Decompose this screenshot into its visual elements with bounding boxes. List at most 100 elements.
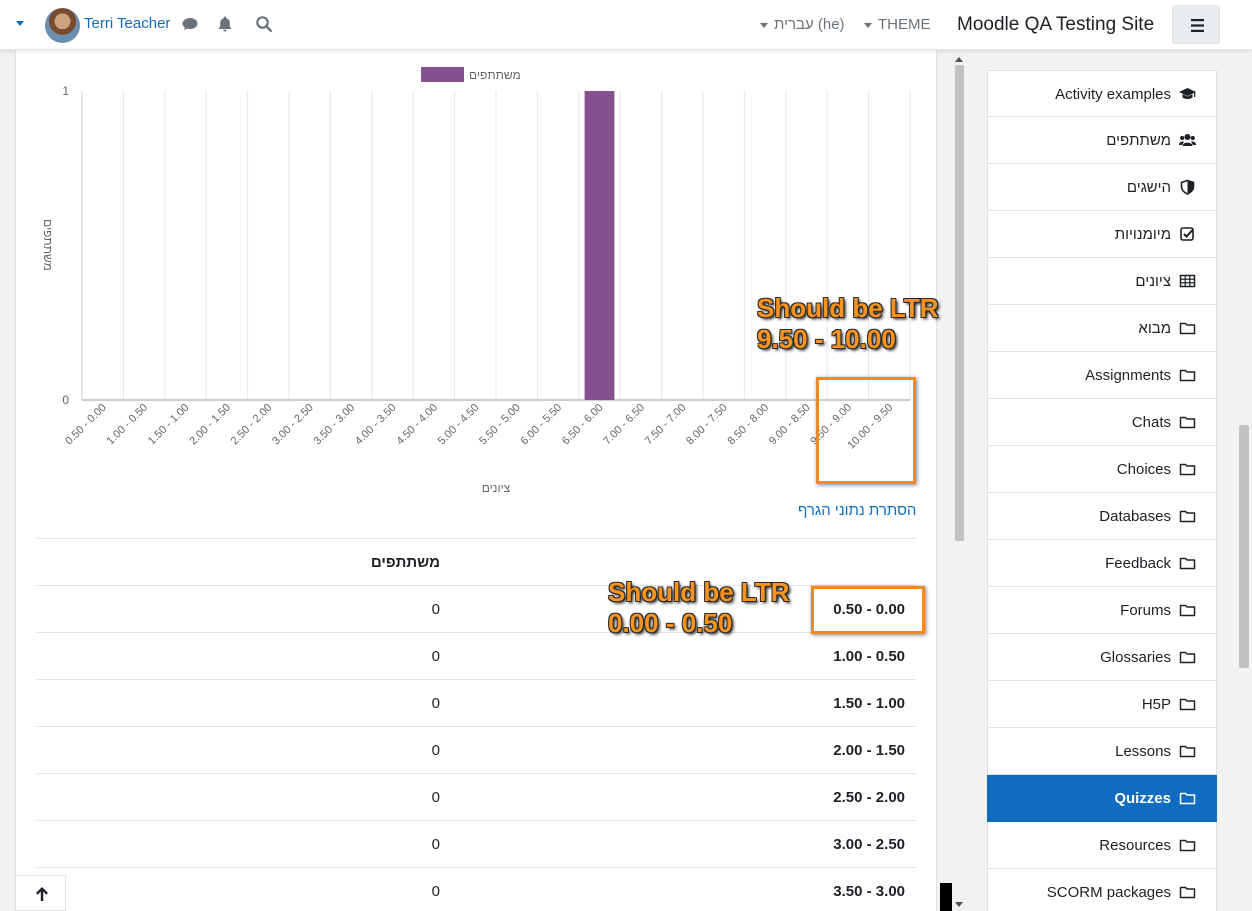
chat-icon[interactable] [180, 14, 200, 34]
participant-count-cell: 0 [431, 789, 440, 806]
folder-icon [1179, 604, 1196, 617]
folder-icon [1179, 463, 1196, 476]
course-index-item-label: ציונים [1135, 273, 1171, 290]
course-index-item-choices[interactable]: Choices [987, 446, 1217, 493]
avatar[interactable] [45, 8, 80, 43]
scroll-up-icon[interactable] [955, 57, 963, 62]
grade-range-cell: 1.50 - 1.00 [833, 695, 905, 712]
scrollbar-marker [940, 883, 952, 911]
course-index-item-databases[interactable]: Databases [987, 493, 1217, 540]
chart-bar[interactable] [584, 91, 615, 400]
scrollbar-thumb[interactable] [955, 65, 964, 541]
y-tick-label: 0 [62, 393, 69, 407]
grade-range-cell: 2.50 - 2.00 [833, 789, 905, 806]
x-tick-label: 6.50 - 6.00 [560, 402, 606, 448]
x-tick-label: 3.50 - 3.00 [312, 402, 358, 448]
course-index-item-assignments[interactable]: Assignments [987, 352, 1217, 399]
drawer-scrollbar-thumb[interactable] [1239, 425, 1249, 668]
table-row: 2.00 - 1.50 0 [37, 726, 916, 773]
annotation-box-chart [816, 377, 916, 484]
theme-dropdown[interactable]: THEME [864, 16, 931, 33]
grade-range-cell: 2.00 - 1.50 [833, 742, 905, 759]
course-index-item-activity-examples[interactable]: Activity examples [987, 70, 1217, 117]
x-tick-label: 7.50 - 7.00 [643, 402, 689, 448]
course-index-item-label: Quizzes [1114, 790, 1171, 807]
x-tick-label: 8.00 - 7.50 [684, 402, 730, 448]
folder-icon [1179, 369, 1196, 382]
course-index-item-glossaries[interactable]: Glossaries [987, 634, 1217, 681]
search-icon[interactable] [254, 14, 274, 34]
x-tick-label: 6.00 - 5.50 [519, 402, 565, 448]
course-index-item-label: Glossaries [1100, 649, 1171, 666]
grade-range-cell: 3.00 - 2.50 [833, 836, 905, 853]
x-axis-title: ציונים [482, 481, 511, 495]
course-index-item-מיומנויות[interactable]: מיומנויות [987, 211, 1217, 258]
toggle-chart-data-link[interactable]: הסתרת נתוני הגרף [798, 502, 917, 519]
folder-icon [1179, 792, 1196, 805]
x-tick-label: 0.50 - 0.00 [63, 402, 109, 448]
x-tick-label: 4.00 - 3.50 [353, 402, 399, 448]
course-index-item-label: Resources [1099, 837, 1171, 854]
legend-swatch[interactable] [421, 67, 464, 82]
course-index-item-label: Choices [1116, 461, 1171, 478]
course-index-item-quizzes[interactable]: Quizzes [987, 775, 1217, 822]
course-index-item-chats[interactable]: Chats [987, 399, 1217, 446]
main-content: 1 0 0.50 - 0.00 1.00 - 0.50 1.50 - 1.00 2.0… [15, 50, 937, 911]
arrow-up-icon [36, 887, 48, 901]
x-tick-label: 2.50 - 2.00 [229, 402, 275, 448]
chevron-down-icon [760, 22, 768, 28]
user-name[interactable]: Terri Teacher [84, 15, 171, 32]
user-menu-caret-icon[interactable] [14, 16, 26, 30]
participant-count-cell: 0 [431, 836, 440, 853]
course-index-item-label: Lessons [1115, 743, 1171, 760]
course-index-item-h5p[interactable]: H5P [987, 681, 1217, 728]
course-index-item-scorm-packages[interactable]: SCORM packages [987, 869, 1217, 911]
checkbox-icon [1180, 227, 1194, 241]
main-scrollbar[interactable] [952, 55, 966, 911]
column-header-participants: משתתפים [370, 554, 440, 571]
course-index-item-label: מיומנויות [1114, 226, 1171, 243]
participant-count-cell: 0 [431, 648, 440, 665]
folder-icon [1179, 557, 1196, 570]
course-index-item-forums[interactable]: Forums [987, 587, 1217, 634]
site-name[interactable]: Moodle QA Testing Site [957, 14, 1155, 35]
x-tick-label: 2.00 - 1.50 [187, 402, 233, 448]
course-index-item-הישגים[interactable]: הישגים [987, 164, 1217, 211]
x-tick-label: 5.00 - 4.50 [436, 402, 482, 448]
course-index-item-משתתפים[interactable]: משתתפים [987, 117, 1217, 164]
annotation-box-table [811, 586, 925, 634]
table-icon [1179, 274, 1196, 288]
x-tick-label: 1.50 - 1.00 [146, 402, 192, 448]
course-index-item-label: Databases [1099, 508, 1171, 525]
folder-icon [1179, 416, 1196, 429]
table-row: 3.50 - 3.00 0 [37, 867, 916, 911]
course-index-item-label: Forums [1120, 602, 1171, 619]
course-index-item-lessons[interactable]: Lessons [987, 728, 1217, 775]
language-dropdown[interactable]: עברית ‎(he)‎ [760, 16, 845, 33]
course-index-drawer: Activity examples משתתפים הישגים מיומנויות צ… [987, 70, 1217, 911]
course-index-item-label: Chats [1131, 414, 1171, 431]
bell-icon[interactable] [215, 14, 235, 34]
legend-label[interactable]: משתתפים [469, 68, 521, 82]
table-row: 1.50 - 1.00 0 [37, 679, 916, 726]
course-index-item-מבוא[interactable]: מבוא [987, 305, 1217, 352]
x-tick-label: 9.00 - 8.50 [767, 402, 813, 448]
folder-icon [1179, 886, 1196, 899]
scroll-down-icon[interactable] [955, 902, 963, 907]
participant-count-cell: 0 [431, 742, 440, 759]
folder-icon [1179, 651, 1196, 664]
drawer-toggle-button[interactable] [1172, 5, 1220, 44]
course-index-item-label: Assignments [1085, 367, 1171, 384]
course-index-item-feedback[interactable]: Feedback [987, 540, 1217, 587]
course-index-item-ציונים[interactable]: ציונים [987, 258, 1217, 305]
participant-count-cell: 0 [431, 883, 440, 900]
back-to-top-button[interactable] [16, 875, 66, 911]
top-navbar: Terri Teacher עברית ‎(he)‎ THEME Moodle … [0, 0, 1252, 50]
theme-label: THEME [878, 16, 931, 33]
drawer-scrollbar[interactable] [1239, 52, 1251, 911]
y-axis-title: משתתפים [41, 219, 55, 271]
course-index-item-resources[interactable]: Resources [987, 822, 1217, 869]
folder-icon [1179, 510, 1196, 523]
course-index-item-label: הישגים [1126, 179, 1171, 196]
y-tick-label: 1 [62, 84, 69, 98]
